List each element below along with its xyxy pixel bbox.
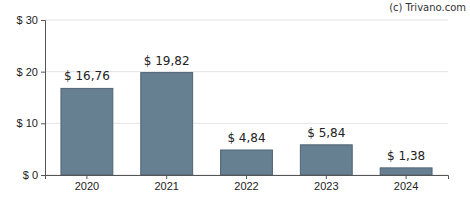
x-tick: 2022	[234, 175, 258, 192]
y-axis: $ 0 $ 10 $ 20 $ 30	[17, 14, 46, 181]
x-tick-label: 2020	[75, 180, 99, 192]
y-tick: $ 10	[17, 117, 45, 129]
data-label: $ 1,38	[387, 149, 425, 163]
y-tick: $ 0	[23, 169, 45, 181]
y-tick-label: $ 10	[17, 117, 38, 129]
x-tick-mark	[326, 175, 327, 179]
x-tick-label: 2022	[234, 180, 258, 192]
y-tick-mark	[41, 20, 45, 21]
data-labels: $ 16,76 $ 19,82 $ 4,84 $ 5,84 $ 1,38	[64, 54, 425, 163]
data-label: $ 4,84	[227, 131, 265, 145]
chart: $ 0 $ 10 $ 20 $ 30 2020 2021 2022 2023 2024 $ 16,…	[0, 0, 470, 200]
y-tick-label: $ 30	[17, 14, 38, 26]
x-axis-line	[46, 176, 449, 180]
x-tick-label: 2023	[314, 180, 338, 192]
annotation: (c) Trivano.com	[389, 2, 466, 13]
x-axis: 2020 2021 2022 2023 2024	[46, 175, 449, 192]
y-tick-label: $ 0	[23, 169, 38, 181]
y-tick: $ 20	[17, 66, 45, 78]
y-tick-mark	[41, 123, 45, 124]
x-tick-mark	[166, 175, 167, 179]
y-tick: $ 30	[17, 14, 45, 26]
y-tick-mark	[41, 175, 45, 176]
x-tick-mark	[406, 175, 407, 179]
y-axis-line	[41, 21, 46, 176]
grid	[45, 20, 448, 175]
x-tick: 2024	[394, 175, 418, 192]
bars	[61, 73, 432, 175]
bar	[380, 168, 432, 175]
x-tick: 2023	[314, 175, 338, 192]
grid-line	[45, 20, 448, 21]
data-label: $ 19,82	[144, 54, 190, 68]
x-tick-mark	[246, 175, 247, 179]
bar	[141, 73, 193, 175]
x-tick: 2020	[75, 175, 99, 192]
y-tick-mark	[41, 72, 45, 73]
data-label: $ 16,76	[64, 69, 110, 83]
data-label: $ 5,84	[307, 126, 345, 140]
bar	[221, 150, 273, 175]
bar	[300, 145, 352, 175]
y-tick-label: $ 20	[17, 66, 38, 78]
bar	[61, 88, 113, 175]
x-tick-label: 2021	[154, 180, 178, 192]
x-tick-mark	[86, 175, 87, 179]
x-tick: 2021	[154, 175, 178, 192]
x-tick-label: 2024	[394, 180, 418, 192]
plot: $ 0 $ 10 $ 20 $ 30 2020 2021 2022 2023 2024 $ 16,…	[17, 14, 449, 192]
